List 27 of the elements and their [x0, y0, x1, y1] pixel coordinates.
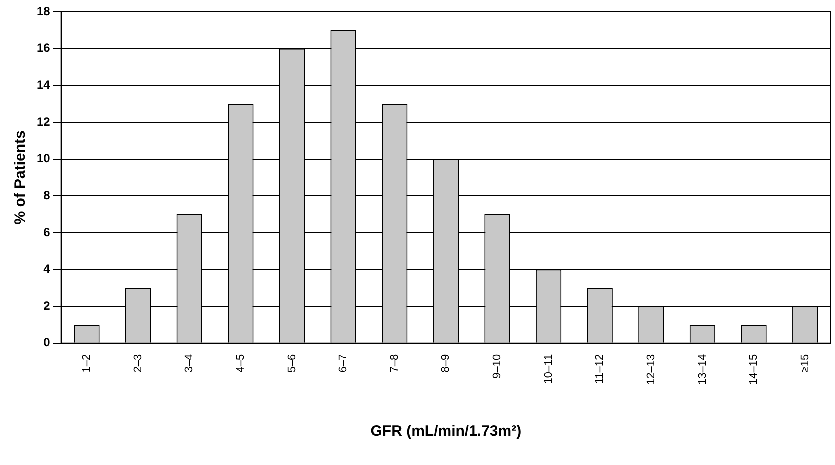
y-tick-label: 12 [36, 114, 51, 129]
x-tick-label: 3–4 [184, 354, 196, 373]
x-tick-label: 8–9 [440, 354, 452, 373]
y-tick-label: 4 [44, 262, 51, 276]
y-tick-label: 6 [44, 225, 51, 240]
x-tick-label: 9–10 [492, 354, 504, 379]
x-axis-title: GFR (mL/min/1.73m²) [370, 423, 522, 440]
x-tick-label: ≥15 [799, 354, 812, 373]
y-tick-label: 14 [36, 78, 51, 92]
x-tick-label: 4–5 [234, 354, 247, 373]
y-tick-label: 2 [44, 298, 51, 313]
y-tick-label: 10 [36, 152, 51, 166]
x-tick-label: 5–6 [286, 354, 298, 373]
x-tick-label: 11–12 [594, 354, 606, 384]
y-axis-title: % of Patients [12, 130, 30, 225]
y-tick-label: 0 [44, 336, 51, 350]
x-tick-label: 13–14 [696, 354, 709, 386]
x-tick-label: 10–11 [542, 354, 555, 384]
x-tick-label: 14–15 [748, 354, 760, 386]
x-tick-label: 12–13 [645, 354, 658, 386]
x-tick-label: 6–7 [338, 354, 350, 373]
x-tick-label: 2–3 [132, 354, 144, 373]
y-tick-label: 18 [36, 4, 51, 18]
x-tick-label: 1–2 [81, 354, 94, 373]
y-tick-label: 16 [36, 41, 51, 56]
y-tick-label: 8 [44, 188, 51, 202]
x-tick-label: 7–8 [388, 354, 401, 373]
